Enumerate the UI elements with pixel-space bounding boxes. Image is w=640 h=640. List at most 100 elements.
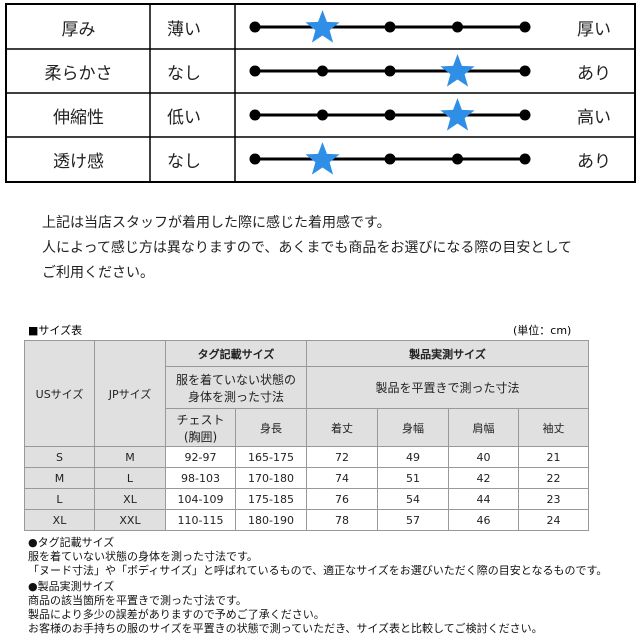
data-row: L XL 104-109 175-185 76 54 44 23 — [24, 488, 589, 510]
cell: 165-175 — [235, 446, 307, 468]
header-row: USサイズ JPサイズ タグ記載サイズ 製品実測サイズ — [24, 340, 589, 447]
cell: 180-190 — [235, 509, 307, 531]
cell-line: (胸囲) — [183, 429, 218, 444]
footnote: お客様のお手持ちの服のサイズを平置きの状態で測っていただき、サイズ表と比較してご… — [28, 622, 543, 635]
col-header: 身幅 — [377, 408, 449, 447]
cell: 22 — [518, 467, 589, 489]
feel-right: 高い — [577, 107, 611, 128]
tag-note: 服を着ていない状態の 身体を測った寸法 — [165, 366, 307, 409]
feel-right: あり — [577, 151, 611, 172]
footnote: 服を着ていない状態の身体を測った寸法です。 — [28, 550, 258, 563]
cell: 57 — [377, 509, 449, 531]
cell: XXL — [94, 509, 166, 531]
data-row: M L 98-103 170-180 74 51 42 22 — [24, 467, 589, 489]
level-star — [440, 98, 475, 131]
data-row: XL XXL 110-115 180-190 78 57 46 24 — [24, 509, 589, 531]
level-star — [305, 142, 340, 175]
level-star — [440, 54, 475, 87]
feel-label: 柔らかさ — [44, 63, 113, 84]
cell: 72 — [306, 446, 378, 468]
header-row: 服を着ていない状態の 身体を測った寸法 製品を平置きで測った寸法 — [25, 366, 589, 409]
cell-line: 身体を測った寸法 — [187, 389, 284, 404]
footnote: 商品の該当箇所を平置きで測った寸法です。 — [28, 594, 247, 607]
actual-note: 製品を平置きで測った寸法 — [306, 366, 589, 409]
feel-right: 厚い — [577, 19, 611, 40]
feel-right: あり — [577, 63, 611, 84]
feel-table: 厚み 薄い 厚い 柔らかさ なし あり 伸縮性 低い 高い 透け感 なし あり — [5, 3, 636, 183]
data-row: S M 92-97 165-175 72 49 40 21 — [24, 446, 589, 468]
scale-dot — [519, 153, 531, 165]
footnote: ●タグ記載サイズ — [28, 536, 115, 549]
cell: 40 — [448, 446, 519, 468]
cell: 78 — [306, 509, 378, 531]
cell: 175-185 — [235, 488, 307, 510]
cell: 24 — [518, 509, 589, 531]
scale-dot — [317, 109, 328, 121]
scale-dot — [249, 65, 261, 77]
scales — [7, 5, 634, 181]
size-table: USサイズ JPサイズ タグ記載サイズ 製品実測サイズ 服を着ていない状態の 身体を測った… — [24, 340, 589, 531]
header-row: チェスト (胸囲) 身長 着丈 身幅 肩幅 袖丈 — [25, 408, 589, 447]
feel-label: 伸縮性 — [53, 107, 104, 128]
cell: 23 — [518, 488, 589, 510]
cell: 21 — [518, 446, 589, 468]
feel-label: 透け感 — [53, 151, 104, 172]
scale-dot — [249, 21, 261, 33]
cell-line: 服を着ていない状態の — [175, 372, 296, 387]
actual-group: 製品実測サイズ — [306, 340, 589, 367]
note-line: 上記は当店スタッフが着用した際に感じた着用感です。 — [42, 215, 391, 231]
scale-dot — [519, 21, 531, 33]
cell: L — [24, 488, 95, 510]
col-header: 袖丈 — [518, 408, 589, 447]
size-title: ■サイズ表 — [28, 324, 83, 337]
feel-left: なし — [167, 151, 201, 172]
scale-dot — [519, 65, 531, 77]
col-header: チェスト (胸囲) — [165, 408, 236, 447]
scale-dot — [384, 109, 396, 121]
cell: XL — [94, 488, 166, 510]
jp-header: JPサイズ — [94, 340, 166, 447]
note-line: 人によって感じ方は異なりますので、あくまでも商品をお選びになる際の目安として — [42, 240, 572, 256]
cell: 49 — [377, 446, 449, 468]
cell: L — [94, 467, 166, 489]
cell: 46 — [448, 509, 519, 531]
cell: M — [24, 467, 95, 489]
scale-dot — [249, 153, 261, 165]
cell: 104-109 — [165, 488, 236, 510]
cell: 110-115 — [165, 509, 236, 531]
scale-dot — [519, 109, 531, 121]
scale-dot — [384, 153, 396, 165]
col-header: 肩幅 — [448, 408, 519, 447]
tag-group: タグ記載サイズ — [165, 340, 307, 367]
col-header: 着丈 — [306, 408, 378, 447]
cell: 76 — [306, 488, 378, 510]
feel-left: 薄い — [167, 19, 201, 40]
feel-left: なし — [167, 63, 201, 84]
scale-dot — [249, 109, 261, 121]
scale-dot — [317, 65, 328, 77]
cell: S — [24, 446, 95, 468]
scale-dot — [384, 21, 396, 33]
col-header: 身長 — [235, 408, 307, 447]
feel-label: 厚み — [61, 19, 96, 40]
cell: 44 — [448, 488, 519, 510]
scale-dot — [384, 65, 396, 77]
cell: 98-103 — [165, 467, 236, 489]
scale-dot — [452, 21, 463, 33]
cell: 74 — [306, 467, 378, 489]
cell: 42 — [448, 467, 519, 489]
feel-left: 低い — [167, 107, 201, 128]
note-line: ご利用ください。 — [42, 265, 154, 281]
us-header: USサイズ — [24, 340, 95, 447]
cell: M — [94, 446, 166, 468]
scale-dot — [452, 153, 463, 165]
cell: 92-97 — [165, 446, 236, 468]
cell: 51 — [377, 467, 449, 489]
unit: (単位：cm) — [513, 324, 572, 337]
cell: XL — [24, 509, 95, 531]
cell-line: チェスト — [176, 412, 225, 427]
level-star — [305, 10, 340, 43]
footnote: 製品により多少の誤差がありますので予めご了承ください。 — [28, 608, 325, 621]
cell: 170-180 — [235, 467, 307, 489]
